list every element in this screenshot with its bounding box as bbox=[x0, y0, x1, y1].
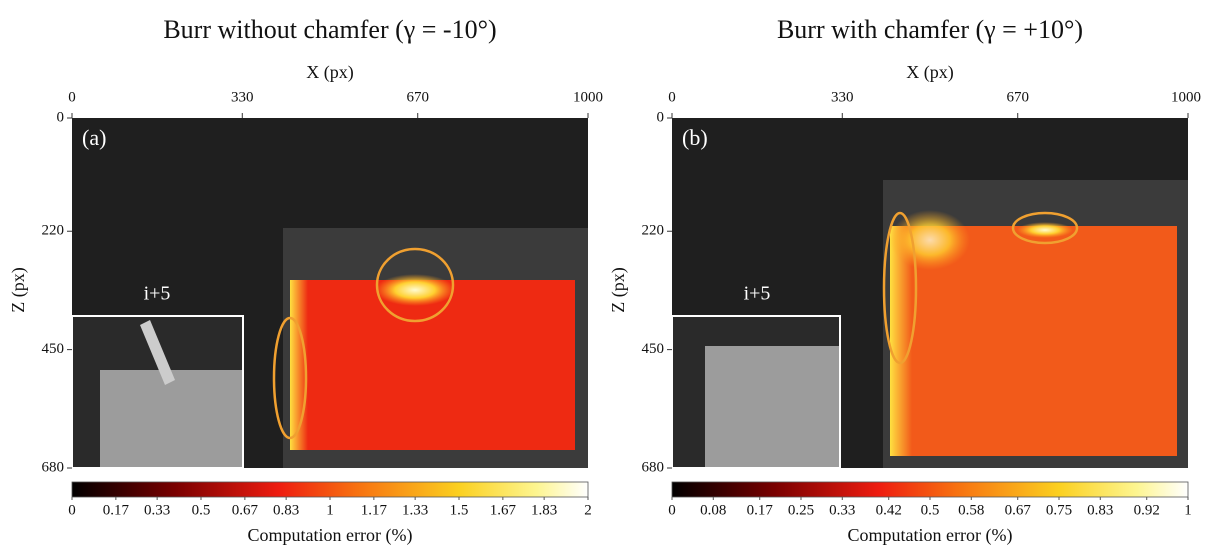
y-tick-label: 220 bbox=[42, 223, 65, 239]
colorbar-tick-label: 1 bbox=[1184, 502, 1192, 518]
x-tick-label: 330 bbox=[831, 89, 854, 105]
colorbar-tick-label: 0.5 bbox=[192, 502, 211, 518]
title: Burr with chamfer (γ = +10°) bbox=[777, 15, 1083, 44]
colorbar bbox=[671, 481, 1189, 498]
colorbar-tick-label: 0.83 bbox=[273, 502, 299, 518]
colorbar-tick-label: 0.75 bbox=[1046, 502, 1072, 518]
colorbar-tick-label: 1.67 bbox=[490, 502, 517, 518]
colorbar-tick-label: 0.33 bbox=[829, 502, 855, 518]
colorbar-tick-label: 0.33 bbox=[144, 502, 170, 518]
colorbar-tick-label: 0.17 bbox=[747, 502, 774, 518]
inset-label: i+5 bbox=[744, 283, 771, 305]
image-b bbox=[671, 118, 1188, 469]
x-tick-label: 0 bbox=[68, 89, 76, 105]
colorbar-tick-label: 0.67 bbox=[1005, 502, 1032, 518]
y-axis-label: Z (px) bbox=[608, 267, 629, 312]
colorbar-tick-label: 0.42 bbox=[876, 502, 902, 518]
x-tick-label: 0 bbox=[668, 89, 676, 105]
x-axis-label: X (px) bbox=[306, 62, 354, 83]
x-tick-label: 1000 bbox=[573, 89, 603, 105]
colorbar-tick-label: 0.5 bbox=[921, 502, 940, 518]
y-tick-label: 0 bbox=[657, 109, 665, 125]
y-axis-label: Z (px) bbox=[8, 267, 29, 312]
colorbar-tick-label: 0.58 bbox=[958, 502, 984, 518]
image-a bbox=[71, 118, 588, 469]
title: Burr without chamfer (γ = -10°) bbox=[163, 15, 496, 44]
panel-label: (b) bbox=[682, 125, 708, 150]
y-tick-label: 450 bbox=[42, 341, 65, 357]
colorbar-tick-label: 0.92 bbox=[1134, 502, 1160, 518]
colorbar-tick-label: 1 bbox=[326, 502, 334, 518]
colorbar-tick-label: 0 bbox=[668, 502, 676, 518]
colorbar-tick-label: 1.5 bbox=[450, 502, 469, 518]
colorbar-tick-label: 0.17 bbox=[103, 502, 130, 518]
x-axis-label: X (px) bbox=[906, 62, 954, 83]
colorbar-tick-label: 0.83 bbox=[1087, 502, 1113, 518]
x-tick-label: 670 bbox=[1006, 89, 1029, 105]
colorbar-tick-label: 1.33 bbox=[402, 502, 428, 518]
y-tick-label: 220 bbox=[642, 223, 665, 239]
colorbar-label: Computation error (%) bbox=[248, 525, 413, 546]
y-tick-label: 680 bbox=[42, 459, 65, 475]
colorbar bbox=[71, 481, 589, 498]
y-tick-label: 450 bbox=[642, 341, 665, 357]
colorbar-tick-label: 2 bbox=[584, 502, 592, 518]
x-tick-label: 330 bbox=[231, 89, 254, 105]
colorbar-tick-label: 0.67 bbox=[232, 502, 259, 518]
colorbar-tick-label: 0 bbox=[68, 502, 76, 518]
x-tick-label: 1000 bbox=[1171, 89, 1201, 105]
panel-label: (a) bbox=[82, 125, 106, 150]
y-tick-label: 0 bbox=[57, 109, 65, 125]
inset-label: i+5 bbox=[144, 283, 171, 305]
colorbar-tick-label: 1.83 bbox=[531, 502, 557, 518]
colorbar-label: Computation error (%) bbox=[848, 525, 1013, 546]
x-tick-label: 670 bbox=[406, 89, 429, 105]
colorbar-tick-label: 0.25 bbox=[788, 502, 814, 518]
colorbar-tick-label: 1.17 bbox=[361, 502, 388, 518]
colorbar-tick-label: 0.08 bbox=[700, 502, 726, 518]
y-tick-label: 680 bbox=[642, 459, 665, 475]
